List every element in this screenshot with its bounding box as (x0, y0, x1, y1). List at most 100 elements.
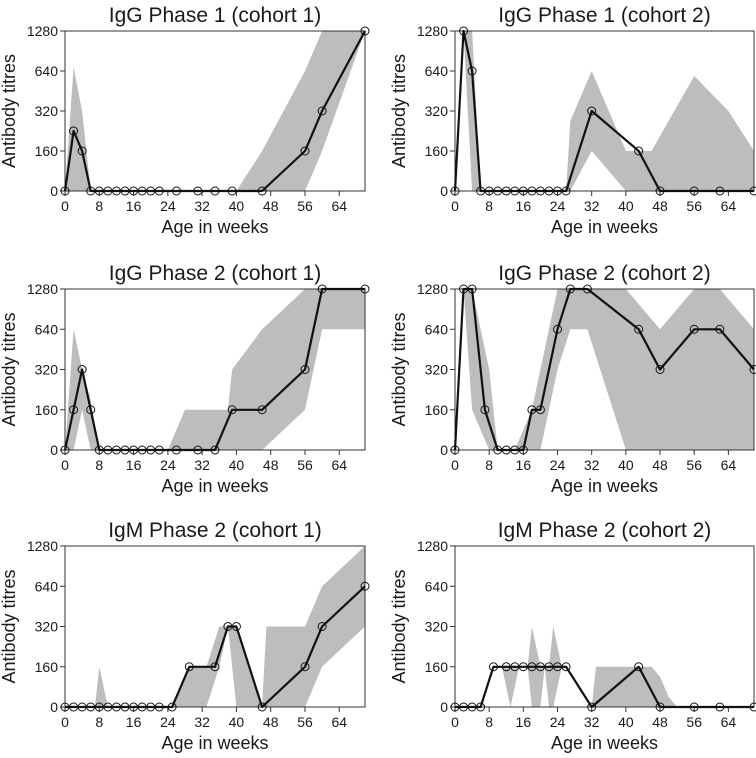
x-tick-label: 0 (61, 714, 69, 730)
titre-line (65, 585, 366, 709)
y-axis-label: Antibody titres (389, 54, 409, 168)
data-point (60, 445, 70, 455)
titre-line (455, 665, 754, 709)
x-tick-label: 40 (229, 714, 245, 730)
x-tick-label: 8 (485, 198, 493, 214)
x-tick-label: 64 (331, 198, 347, 214)
data-point (154, 702, 164, 712)
panel-igg-phase1-cohort2: 0 160 320 640 1280 0 8 16 24 32 40 48 56 64 IgG Phase … (389, 4, 756, 237)
data-point (257, 405, 267, 415)
y-tick-label: 640 (425, 321, 449, 337)
data-point (171, 186, 181, 196)
data-point (120, 702, 130, 712)
y-tick-label: 0 (50, 183, 58, 199)
confidence-band (455, 31, 754, 191)
x-tick-label: 40 (229, 198, 245, 214)
data-point (535, 405, 545, 415)
confidence-band (455, 626, 678, 707)
y-tick-label: 1280 (27, 23, 58, 39)
x-tick-label: 64 (721, 198, 737, 214)
x-tick-label: 56 (297, 714, 313, 730)
y-tick-label: 640 (35, 578, 59, 594)
data-point (137, 702, 147, 712)
data-point (561, 186, 571, 196)
x-tick-label: 32 (194, 198, 210, 214)
y-tick-label: 320 (425, 619, 449, 635)
x-tick-label: 24 (160, 457, 176, 473)
data-point (459, 26, 469, 36)
data-point (467, 702, 477, 712)
x-tick-label: 8 (95, 714, 103, 730)
x-tick-label: 0 (451, 457, 459, 473)
panel-igg-phase1-cohort1: 0 160 320 640 1280 0 8 16 24 32 40 48 56 64 IgG Phase … (0, 4, 370, 237)
data-point (300, 146, 310, 156)
data-point (210, 662, 220, 672)
data-point (493, 186, 503, 196)
x-tick-label: 48 (263, 714, 279, 730)
y-tick-label: 0 (50, 442, 58, 458)
data-point (655, 186, 665, 196)
data-point (111, 186, 121, 196)
data-point (655, 365, 665, 374)
x-tick-label: 56 (686, 457, 702, 473)
x-tick-label: 16 (126, 457, 142, 473)
x-tick-label: 0 (451, 198, 459, 214)
data-point (587, 702, 597, 712)
data-point (193, 186, 203, 196)
data-point (634, 662, 644, 672)
data-point (501, 186, 511, 196)
x-tick-label: 0 (61, 198, 69, 214)
data-point (111, 445, 121, 455)
y-tick-label: 1280 (417, 281, 448, 297)
data-point (86, 405, 96, 415)
data-point (60, 186, 70, 196)
x-tick-label: 56 (686, 198, 702, 214)
data-point (227, 405, 237, 415)
data-point (510, 662, 520, 672)
x-tick-label: 24 (160, 198, 176, 214)
panel-title: IgM Phase 2 (cohort 1) (108, 519, 322, 542)
y-tick-label: 1280 (27, 281, 58, 297)
data-point (480, 405, 490, 415)
data-point (518, 186, 528, 196)
data-point (129, 186, 139, 196)
x-tick-label: 8 (95, 457, 103, 473)
x-tick-label: 24 (550, 714, 566, 730)
x-tick-label: 24 (550, 457, 566, 473)
y-tick-label: 320 (35, 362, 59, 378)
data-point (518, 662, 528, 672)
data-point (69, 405, 79, 415)
data-point (227, 186, 237, 196)
y-tick-label: 0 (440, 699, 448, 715)
x-tick-label: 40 (618, 457, 634, 473)
data-point (459, 702, 469, 712)
data-point (689, 186, 699, 196)
x-tick-label: 64 (721, 714, 737, 730)
data-point (535, 662, 545, 672)
data-point (450, 445, 460, 455)
data-point (317, 284, 327, 294)
data-point (257, 186, 267, 196)
data-point (535, 186, 545, 196)
data-point (231, 622, 241, 631)
data-point (86, 186, 96, 196)
panel-igg-phase2-cohort1: 0 160 320 640 1280 0 8 16 24 32 40 48 56 64 IgG Phase … (0, 262, 370, 496)
x-tick-label: 32 (584, 457, 600, 473)
data-point (167, 702, 177, 712)
panel-title: IgG Phase 2 (cohort 1) (109, 262, 321, 285)
x-tick-label: 64 (331, 457, 347, 473)
y-tick-label: 320 (425, 103, 449, 119)
data-point (715, 324, 725, 334)
data-point (484, 186, 494, 196)
y-tick-label: 0 (440, 183, 448, 199)
y-tick-label: 640 (425, 578, 449, 594)
data-point (300, 662, 310, 672)
data-point (544, 186, 554, 196)
y-tick-label: 640 (35, 321, 59, 337)
x-tick-label: 16 (516, 457, 532, 473)
panel-title: IgG Phase 2 (cohort 2) (498, 262, 710, 285)
x-tick-label: 16 (516, 198, 532, 214)
x-tick-label: 8 (485, 457, 493, 473)
x-axis-label: Age in weeks (161, 217, 268, 237)
data-point (634, 146, 644, 156)
